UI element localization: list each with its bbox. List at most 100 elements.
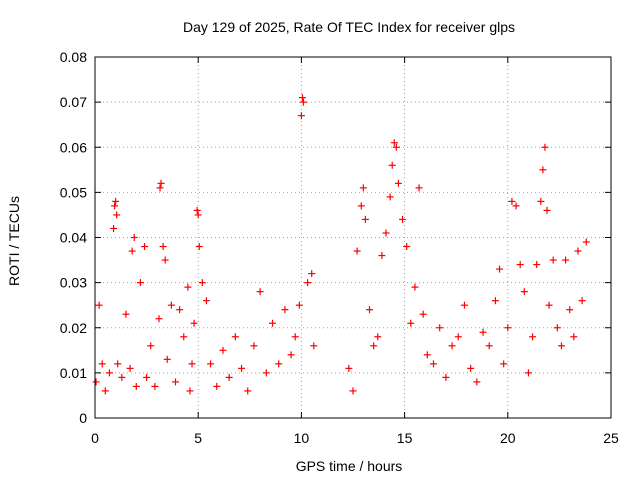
data-point bbox=[101, 387, 109, 395]
data-point bbox=[195, 243, 203, 251]
data-point bbox=[105, 369, 113, 377]
data-point bbox=[419, 310, 427, 318]
data-point bbox=[539, 166, 547, 174]
data-point bbox=[310, 342, 318, 350]
data-point bbox=[143, 373, 151, 381]
y-tick-label: 0.03 bbox=[60, 275, 87, 291]
data-point bbox=[411, 283, 419, 291]
data-point bbox=[126, 364, 134, 372]
data-point bbox=[262, 369, 270, 377]
data-point bbox=[132, 382, 140, 390]
data-point bbox=[353, 247, 361, 255]
data-point bbox=[448, 342, 456, 350]
data-point bbox=[479, 328, 487, 336]
data-point bbox=[186, 387, 194, 395]
data-point bbox=[298, 94, 306, 102]
y-tick-label: 0.04 bbox=[60, 230, 87, 246]
data-point bbox=[403, 243, 411, 251]
data-point bbox=[467, 364, 475, 372]
data-point bbox=[460, 301, 468, 309]
data-point bbox=[136, 279, 144, 287]
data-point bbox=[566, 306, 574, 314]
data-point bbox=[198, 279, 206, 287]
data-point bbox=[415, 184, 423, 192]
data-point bbox=[256, 288, 264, 296]
data-point bbox=[299, 98, 307, 106]
data-point bbox=[114, 360, 122, 368]
data-point bbox=[545, 301, 553, 309]
data-point bbox=[582, 238, 590, 246]
x-tick-label: 10 bbox=[294, 430, 310, 446]
data-point bbox=[394, 179, 402, 187]
data-point bbox=[193, 206, 201, 214]
data-point bbox=[297, 112, 305, 120]
data-point bbox=[141, 243, 149, 251]
data-points bbox=[92, 94, 590, 395]
data-point bbox=[190, 319, 198, 327]
y-tick-label: 0.01 bbox=[60, 365, 87, 381]
data-point bbox=[485, 342, 493, 350]
data-point bbox=[533, 261, 541, 269]
data-point bbox=[520, 288, 528, 296]
data-point bbox=[118, 373, 126, 381]
data-point bbox=[95, 301, 103, 309]
data-point bbox=[436, 324, 444, 332]
data-point bbox=[549, 256, 557, 264]
data-point bbox=[163, 355, 171, 363]
data-point bbox=[429, 360, 437, 368]
y-tick-label: 0.02 bbox=[60, 320, 87, 336]
x-tick-label: 5 bbox=[194, 430, 202, 446]
data-point bbox=[238, 364, 246, 372]
data-point bbox=[202, 297, 210, 305]
data-point bbox=[442, 373, 450, 381]
data-point bbox=[370, 342, 378, 350]
data-point bbox=[147, 342, 155, 350]
data-point bbox=[207, 360, 215, 368]
data-point bbox=[399, 215, 407, 223]
data-point bbox=[574, 247, 582, 255]
data-point bbox=[500, 360, 508, 368]
data-point bbox=[504, 324, 512, 332]
data-point bbox=[275, 360, 283, 368]
data-point bbox=[122, 310, 130, 318]
x-tick-label: 25 bbox=[603, 430, 619, 446]
data-point bbox=[570, 333, 578, 341]
axis-ticks: 0 0.01 0.02 0.03 0.04 0.05 0.06 0.07 0.08 0 5 10 15 2… bbox=[60, 49, 619, 446]
data-point bbox=[543, 206, 551, 214]
data-point bbox=[366, 306, 374, 314]
data-point bbox=[512, 202, 520, 210]
data-point bbox=[496, 265, 504, 273]
data-point bbox=[508, 197, 516, 205]
data-point bbox=[562, 256, 570, 264]
data-point bbox=[295, 301, 303, 309]
data-point bbox=[390, 139, 398, 147]
data-point bbox=[473, 378, 481, 386]
data-point bbox=[308, 270, 316, 278]
data-point bbox=[250, 342, 258, 350]
data-point bbox=[304, 279, 312, 287]
data-point bbox=[231, 333, 239, 341]
data-point bbox=[111, 202, 119, 210]
data-point bbox=[378, 252, 386, 260]
data-point bbox=[130, 234, 138, 241]
data-point bbox=[557, 342, 565, 350]
data-point bbox=[128, 247, 136, 255]
data-point bbox=[151, 382, 159, 390]
y-tick-label: 0.08 bbox=[60, 49, 87, 65]
data-point bbox=[194, 211, 202, 219]
data-point bbox=[359, 184, 367, 192]
data-point bbox=[407, 319, 415, 327]
data-point bbox=[541, 143, 549, 151]
y-tick-label: 0 bbox=[79, 410, 87, 426]
data-point bbox=[578, 297, 586, 305]
data-point bbox=[537, 197, 545, 205]
data-point bbox=[361, 215, 369, 223]
data-point bbox=[382, 229, 390, 237]
y-tick-label: 0.05 bbox=[60, 184, 87, 200]
data-point bbox=[386, 193, 394, 201]
data-point bbox=[213, 382, 221, 390]
x-tick-label: 20 bbox=[500, 430, 516, 446]
x-tick-label: 0 bbox=[91, 430, 99, 446]
data-point bbox=[345, 364, 353, 372]
